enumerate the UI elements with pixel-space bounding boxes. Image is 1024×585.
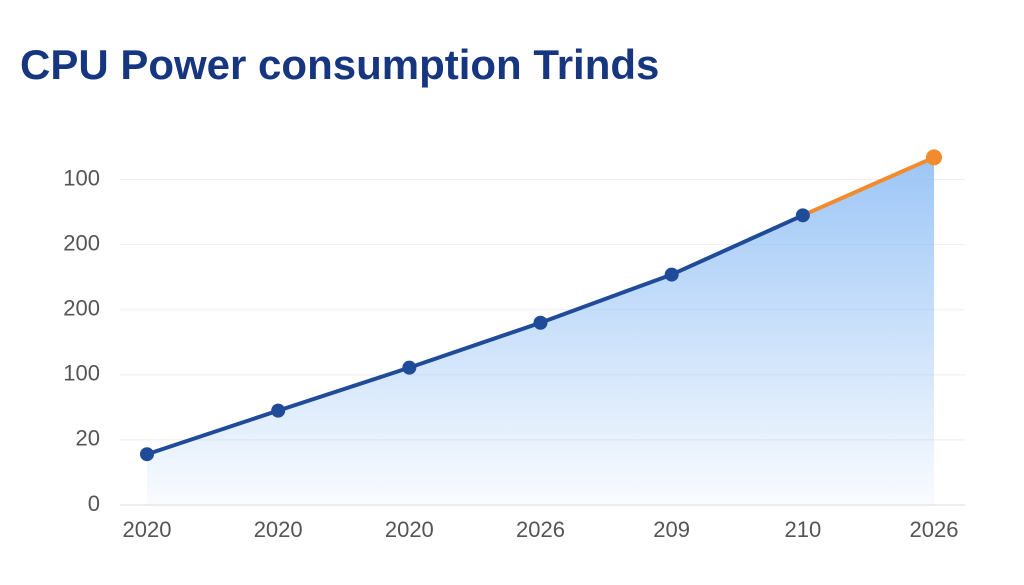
x-tick-label: 2026 — [516, 517, 565, 542]
x-tick-label: 2020 — [385, 517, 434, 542]
y-tick-label: 0 — [88, 491, 100, 516]
point — [926, 149, 942, 166]
y-tick-label: 100 — [63, 361, 100, 386]
point — [533, 315, 548, 330]
y-tick-label: 20 — [76, 426, 100, 451]
x-tick-label: 2020 — [123, 517, 172, 542]
point — [271, 403, 286, 418]
x-tick-label: 209 — [653, 517, 690, 542]
chart-title: CPU Power consumption Trinds — [20, 41, 659, 88]
line — [146, 213, 804, 457]
area — [147, 157, 934, 505]
y-tick-label: 200 — [63, 296, 100, 321]
point — [795, 208, 810, 223]
point — [140, 447, 154, 462]
y-tick-label: 100 — [63, 165, 100, 190]
point — [664, 267, 679, 282]
y-tick-label: 200 — [63, 230, 100, 255]
projection-line — [802, 155, 935, 218]
x-tick-label: 2020 — [254, 517, 303, 542]
x-tick-label: 210 — [784, 517, 821, 542]
point — [402, 360, 417, 375]
x-tick-label: 2026 — [910, 517, 959, 542]
